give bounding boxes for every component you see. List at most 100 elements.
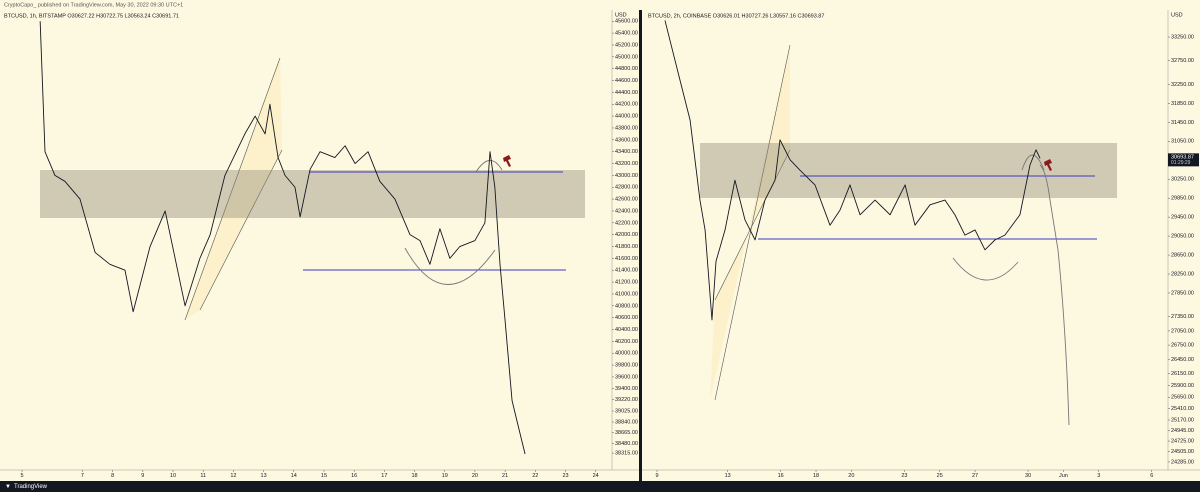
y-tick-label: 45200.00 bbox=[615, 42, 638, 48]
y-tick-label: 44000.00 bbox=[615, 114, 638, 120]
price-tag: 30693.87 bbox=[1171, 154, 1194, 160]
header-text: CryptoCapo_ published on TradingView.com… bbox=[4, 2, 183, 8]
curve bbox=[1021, 154, 1045, 171]
y-tick-label: 43800.00 bbox=[615, 125, 638, 131]
y-tick-label: 44400.00 bbox=[615, 90, 638, 96]
y-tick-label: 31450.00 bbox=[1171, 120, 1194, 126]
curve bbox=[404, 247, 496, 285]
x-tick-label: 16 bbox=[351, 473, 357, 479]
x-tick-label: 9 bbox=[141, 473, 144, 479]
x-tick-label: 17 bbox=[381, 473, 387, 479]
x-tick-label: 3 bbox=[1097, 473, 1100, 479]
y-tick-label: 28250.00 bbox=[1171, 271, 1194, 277]
y-tick-label: 43600.00 bbox=[615, 137, 638, 143]
countdown: 01:29:29 bbox=[1171, 160, 1191, 166]
axis-unit: USD bbox=[1171, 12, 1183, 18]
y-tick-label: 40400.00 bbox=[615, 327, 638, 333]
footer-brand[interactable]: TradingView bbox=[14, 484, 48, 490]
x-tick-label: 18 bbox=[813, 473, 819, 479]
y-tick-label: 38665.00 bbox=[615, 430, 638, 436]
y-tick-label: 41000.00 bbox=[615, 291, 638, 297]
x-tick-label: 13 bbox=[725, 473, 731, 479]
x-tick-label: 20 bbox=[472, 473, 478, 479]
y-tick-label: 42400.00 bbox=[615, 208, 638, 214]
projection-path bbox=[1039, 164, 1070, 426]
channel-line bbox=[184, 57, 281, 321]
y-tick-label: 29450.00 bbox=[1171, 215, 1194, 221]
x-tick-label: 13 bbox=[261, 473, 267, 479]
y-tick-label: 39600.00 bbox=[615, 374, 638, 380]
x-tick-label: 9 bbox=[655, 473, 658, 479]
x-tick-label: 23 bbox=[901, 473, 907, 479]
y-tick-label: 40800.00 bbox=[615, 303, 638, 309]
x-tick-label: 18 bbox=[411, 473, 417, 479]
y-tick-label: 29050.00 bbox=[1171, 234, 1194, 240]
y-tick-label: 26150.00 bbox=[1171, 371, 1194, 377]
y-tick-label: 28650.00 bbox=[1171, 253, 1194, 259]
y-tick-label: 27050.00 bbox=[1171, 328, 1194, 334]
y-tick-label: 41400.00 bbox=[615, 268, 638, 274]
y-tick-label: 38315.00 bbox=[615, 451, 638, 457]
y-tick-label: 25900.00 bbox=[1171, 383, 1194, 389]
right-drawings bbox=[700, 44, 1117, 426]
channel-line bbox=[714, 149, 791, 301]
x-tick-label: 21 bbox=[502, 473, 508, 479]
y-tick-label: 39400.00 bbox=[615, 386, 638, 392]
x-tick-label: 5 bbox=[21, 473, 24, 479]
x-tick-label: 30 bbox=[1025, 473, 1031, 479]
y-tick-label: 38840.00 bbox=[615, 419, 638, 425]
y-tick-label: 32250.00 bbox=[1171, 82, 1194, 88]
y-tick-label: 25650.00 bbox=[1171, 395, 1194, 401]
price-line bbox=[664, 20, 1041, 321]
y-tick-label: 44600.00 bbox=[615, 78, 638, 84]
y-tick-label: 25410.00 bbox=[1171, 406, 1194, 412]
y-tick-label: 39220.00 bbox=[615, 397, 638, 403]
hammer-icon bbox=[1044, 159, 1052, 171]
y-tick-label: 32750.00 bbox=[1171, 58, 1194, 64]
axis-unit: USD bbox=[615, 12, 627, 18]
left-drawings bbox=[40, 57, 585, 321]
y-tick-label: 41600.00 bbox=[615, 256, 638, 262]
y-tick-label: 43400.00 bbox=[615, 149, 638, 155]
x-tick-label: 11 bbox=[200, 473, 206, 479]
y-tick-label: 45600.00 bbox=[615, 19, 638, 25]
channel-fill bbox=[710, 45, 790, 400]
y-tick-label: 41200.00 bbox=[615, 280, 638, 286]
x-tick-label: 14 bbox=[291, 473, 297, 479]
x-tick-label: 12 bbox=[230, 473, 236, 479]
y-tick-label: 30250.00 bbox=[1171, 177, 1194, 183]
footer-logo: ▼ bbox=[5, 484, 11, 490]
x-tick-label: 15 bbox=[321, 473, 327, 479]
y-tick-label: 31850.00 bbox=[1171, 101, 1194, 107]
x-tick-label: 10 bbox=[170, 473, 176, 479]
x-tick-label: 7 bbox=[81, 473, 84, 479]
y-tick-label: 40000.00 bbox=[615, 351, 638, 357]
y-tick-label: 39025.00 bbox=[615, 408, 638, 414]
zone-box bbox=[700, 143, 1117, 198]
y-tick-label: 44200.00 bbox=[615, 102, 638, 108]
y-tick-label: 24945.00 bbox=[1171, 428, 1194, 434]
x-tick-label: 22 bbox=[532, 473, 538, 479]
hammer-icon bbox=[503, 155, 511, 167]
y-tick-label: 40600.00 bbox=[615, 315, 638, 321]
y-tick-label: 42600.00 bbox=[615, 197, 638, 203]
y-tick-label: 43000.00 bbox=[615, 173, 638, 179]
y-tick-label: 24285.00 bbox=[1171, 459, 1194, 465]
x-tick-label: 16 bbox=[778, 473, 784, 479]
separator bbox=[639, 10, 642, 482]
x-tick-label: 19 bbox=[442, 473, 448, 479]
y-tick-label: 40200.00 bbox=[615, 339, 638, 345]
y-tick-label: 41800.00 bbox=[615, 244, 638, 250]
y-tick-label: 24725.00 bbox=[1171, 439, 1194, 445]
y-tick-label: 44800.00 bbox=[615, 66, 638, 72]
x-tick-label: 8 bbox=[111, 473, 114, 479]
y-tick-label: 38480.00 bbox=[615, 441, 638, 447]
x-tick-label: 24 bbox=[593, 473, 599, 479]
y-tick-label: 43200.00 bbox=[615, 161, 638, 167]
chart-title: BTCUSD, 1h, BITSTAMP O30627.22 H30722.75… bbox=[4, 13, 179, 19]
x-tick-label: 25 bbox=[937, 473, 943, 479]
y-tick-label: 27850.00 bbox=[1171, 290, 1194, 296]
x-tick-label: 23 bbox=[562, 473, 568, 479]
chart-title: BTCUSD, 2h, COINBASE O30626.01 H30727.26… bbox=[648, 13, 824, 19]
